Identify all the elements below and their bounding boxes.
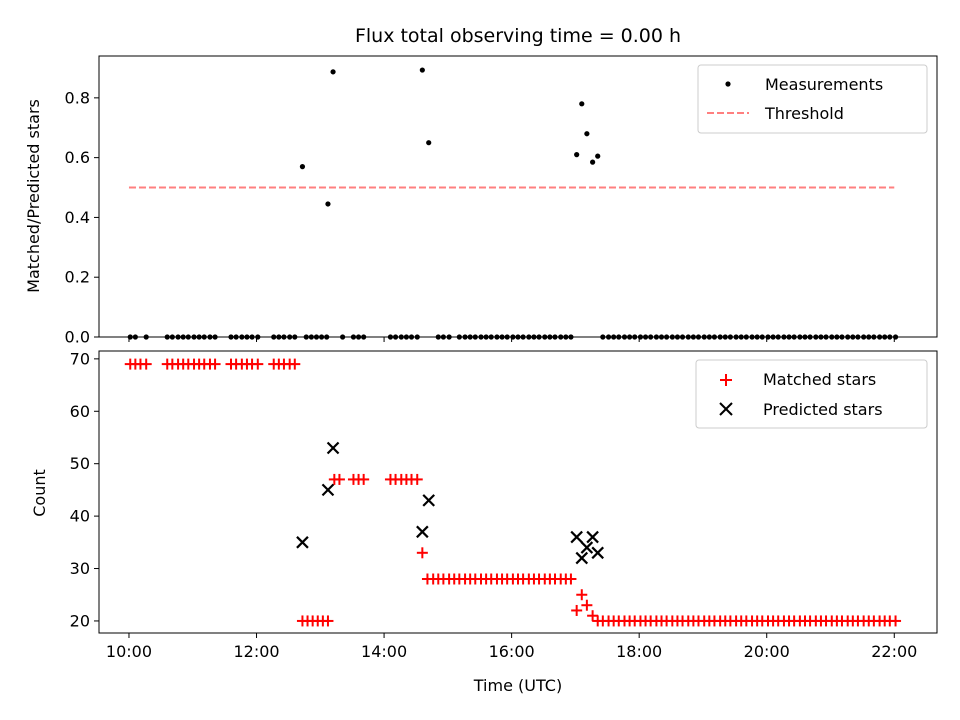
bottom-y-axis-label: Count: [30, 469, 49, 517]
x-axis-label: Time (UTC): [473, 676, 562, 695]
bottom-y-tick-label: 20: [70, 611, 90, 630]
measurement-point: [325, 201, 331, 207]
matched-stars-point: [289, 358, 301, 370]
bottom-panel: 20 30 40 50 60 70 10:00 12:00 14:00 16:00 18:00 20…: [30, 349, 938, 695]
matched-stars-point: [209, 358, 221, 370]
matched-stars-point: [416, 547, 428, 559]
predicted-stars-point: [586, 530, 599, 544]
predicted-stars-point: [321, 483, 335, 497]
legend-predicted-marker: [719, 402, 733, 416]
matched-stars-point: [333, 473, 345, 485]
bottom-x-tick-label: 20:00: [744, 642, 790, 661]
predicted-stars-point: [580, 541, 594, 554]
predicted-stars-point: [570, 530, 583, 544]
bottom-legend: Matched stars Predicted stars: [695, 359, 928, 429]
predicted-stars-point: [416, 525, 429, 539]
chart-title: Flux total observing time = 0.00 h: [355, 25, 681, 47]
top-x-ticks: [128, 337, 895, 342]
measurement-point: [330, 69, 336, 75]
matched-stars-point: [571, 604, 583, 616]
predicted-stars-point: [575, 551, 589, 565]
matched-stars-point: [587, 610, 599, 622]
measurement-point: [584, 131, 590, 137]
bottom-y-ticks: 20 30 40 50 60 70: [70, 349, 99, 630]
matched-stars-point: [358, 473, 370, 485]
bottom-x-ticks: 10:00 12:00 14:00 16:00 18:00 20:00 22:00: [106, 633, 917, 661]
top-legend-box: [697, 64, 928, 134]
top-y-ticks: 0.0 0.2 0.4 0.6 0.8: [65, 88, 99, 347]
measurement-point: [299, 164, 306, 170]
top-legend: Measurements Threshold: [697, 64, 928, 134]
bottom-axes-frame: [98, 350, 938, 634]
matched-stars-point: [252, 358, 264, 370]
bottom-x-tick-label: 18:00: [616, 642, 662, 661]
bottom-x-tick-label: 10:00: [106, 642, 152, 661]
top-y-tick-label: 0.4: [65, 208, 90, 227]
predicted-stars-point: [591, 546, 604, 560]
bottom-y-tick-label: 70: [70, 349, 90, 368]
matched-stars-point: [565, 573, 577, 585]
matched-stars-point: [576, 589, 588, 601]
top-axes-frame: [98, 55, 938, 338]
measurement-point: [590, 159, 596, 165]
legend-measurements-marker: [725, 81, 731, 87]
predicted-stars-point: [326, 441, 340, 455]
predicted-stars-point: [296, 536, 309, 549]
predicted-stars-point: [422, 494, 435, 507]
bottom-x-tick-label: 12:00: [233, 642, 279, 661]
bottom-x-tick-label: 16:00: [489, 642, 535, 661]
bottom-y-tick-label: 50: [70, 454, 90, 473]
legend-predicted-label: Predicted stars: [763, 400, 883, 419]
legend-matched-marker: [720, 374, 732, 386]
top-y-tick-label: 0.8: [65, 88, 90, 107]
matched-stars-point: [140, 358, 152, 370]
top-y-tick-label: 0.6: [65, 148, 90, 167]
top-y-tick-label: 0.2: [65, 268, 90, 287]
matched-stars-point: [411, 473, 423, 485]
matched-stars-point: [581, 599, 593, 611]
measurement-point: [574, 152, 580, 158]
matched-stars-point: [322, 615, 334, 627]
bottom-y-tick-label: 40: [70, 507, 90, 526]
legend-measurements-label: Measurements: [765, 75, 883, 94]
bottom-x-tick-label: 22:00: [871, 642, 917, 661]
top-panel: 0.00.20.40.60.8 Matched/Predicted stars …: [24, 55, 938, 347]
bottom-legend-box: [695, 359, 928, 429]
matched-stars-point: [890, 615, 902, 627]
measurement-point: [595, 153, 601, 159]
bottom-y-tick-label: 60: [70, 402, 90, 421]
top-y-tick-label: 0.0: [65, 328, 90, 347]
legend-matched-label: Matched stars: [763, 370, 876, 389]
measurement-point: [426, 140, 432, 146]
bottom-marks: [124, 358, 902, 627]
bottom-x-tick-label: 14:00: [361, 642, 407, 661]
top-y-axis-label: Matched/Predicted stars: [24, 99, 43, 293]
measurement-point: [419, 67, 425, 73]
measurement-point: [579, 101, 585, 107]
legend-threshold-label: Threshold: [764, 104, 844, 123]
bottom-y-tick-label: 30: [70, 559, 90, 578]
